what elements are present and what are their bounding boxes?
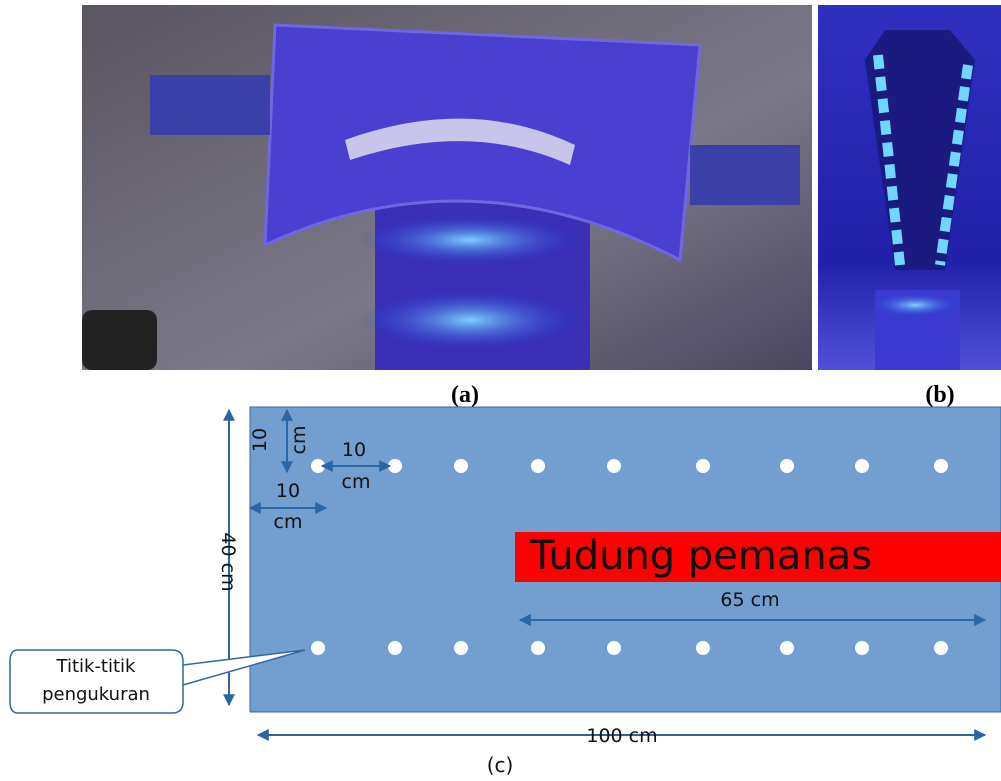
- dimension-label: cm: [274, 511, 303, 533]
- measurement-point: [454, 459, 468, 473]
- photo-motor: [690, 145, 800, 205]
- measurement-point: [855, 641, 869, 655]
- measurement-point: [780, 641, 794, 655]
- dimension-label: cm: [342, 471, 371, 493]
- dimension-label: 10: [276, 480, 300, 502]
- measurement-point: [454, 641, 468, 655]
- measurement-point: [388, 641, 402, 655]
- photo-b: [818, 5, 1001, 370]
- measurement-point: [531, 641, 545, 655]
- measurement-point: [607, 459, 621, 473]
- photo-object: [82, 310, 157, 370]
- measurement-point: [696, 641, 710, 655]
- photo-a: [82, 5, 812, 370]
- dimension-label: 65 cm: [720, 589, 779, 611]
- dimension-label: 10: [249, 428, 271, 452]
- measurement-point: [934, 641, 948, 655]
- figure: (a) (b) Tudung pemanas 65 cm 100 cm 40 c…: [0, 0, 1001, 781]
- measurement-point: [934, 459, 948, 473]
- hood-label: Tudung pemanas: [529, 533, 872, 579]
- panel-label: (c): [487, 753, 514, 777]
- dimension-label: 10: [342, 439, 366, 461]
- measurement-point: [855, 459, 869, 473]
- panel-label: (a): [451, 382, 479, 408]
- photo-glow: [360, 290, 580, 350]
- measurement-point: [607, 641, 621, 655]
- photo-glow: [870, 293, 960, 317]
- dimension-label: 40 cm: [217, 532, 239, 591]
- dimension-label: 100 cm: [586, 725, 657, 747]
- measurement-point: [311, 641, 325, 655]
- callout-text: Titik-titik: [56, 656, 137, 677]
- panel-label: (b): [925, 382, 954, 408]
- page: (a) (b) Tudung pemanas 65 cm 100 cm 40 c…: [0, 0, 1001, 781]
- measurement-point: [696, 459, 710, 473]
- measurement-point: [780, 459, 794, 473]
- photo-glow: [360, 215, 580, 265]
- dimension-label: cm: [288, 426, 310, 455]
- callout-text: pengukuran: [42, 684, 150, 705]
- measurement-point: [388, 459, 402, 473]
- photo-motor: [150, 75, 270, 135]
- measurement-point: [531, 459, 545, 473]
